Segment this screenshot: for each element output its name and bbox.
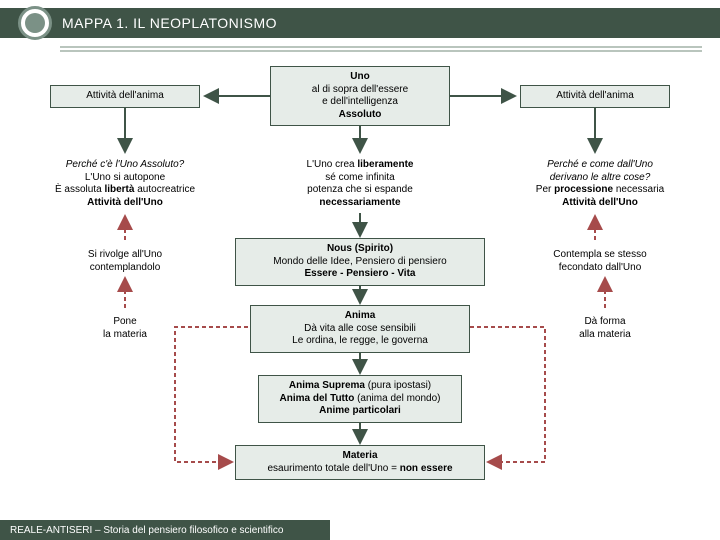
node-creaC: L'Uno crea liberamentesé come infinitapo… — [270, 155, 450, 213]
node-percheR: Perché e come dall'Unoderivano le altre … — [505, 155, 695, 213]
node-uno: Unoal di sopra dell'esseree dell'intelli… — [270, 66, 450, 126]
node-nous: Nous (Spirito)Mondo delle Idee, Pensiero… — [235, 238, 485, 286]
node-suprema: Anima Suprema (pura ipostasi)Anima del T… — [258, 375, 462, 423]
node-contempla: Contempla se stessofecondato dall'Uno — [520, 245, 680, 278]
node-anima: AnimaDà vita alle cose sensibiliLe ordin… — [250, 305, 470, 353]
header-bullet-inner — [25, 13, 45, 33]
node-attR: Attività dell'anima — [520, 85, 670, 108]
node-rivolge: Si rivolge all'Unocontemplandolo — [50, 245, 200, 278]
page-title: MAPPA 1. IL NEOPLATONISMO — [62, 15, 277, 31]
node-attL: Attività dell'anima — [50, 85, 200, 108]
node-percheL: Perché c'è l'Uno Assoluto?L'Uno si autop… — [30, 155, 220, 213]
node-materia: Materiaesaurimento totale dell'Uno = non… — [235, 445, 485, 480]
node-daforma: Dà formaalla materia — [540, 312, 670, 345]
node-pone: Ponela materia — [60, 312, 190, 345]
header-band: MAPPA 1. IL NEOPLATONISMO — [0, 8, 720, 38]
